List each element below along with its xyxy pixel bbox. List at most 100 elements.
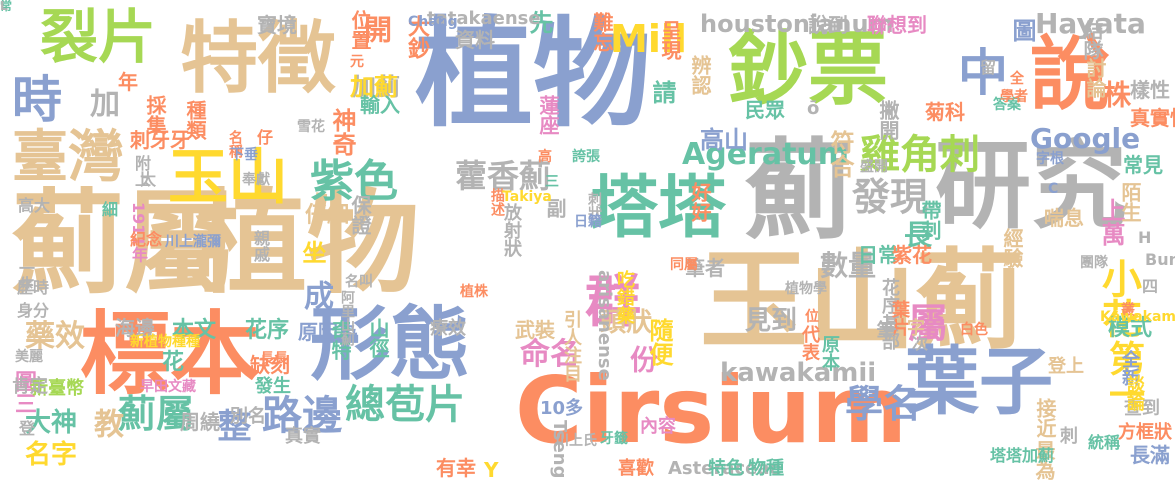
word-cloud-word: 10多 xyxy=(540,398,584,419)
word-cloud-word: 細 xyxy=(102,200,119,219)
word-cloud-word: Cirsium xyxy=(515,357,908,464)
word-cloud-word: 資料 xyxy=(455,28,495,52)
word-cloud-word: 總苞片 xyxy=(345,382,465,428)
word-cloud-word: 缺刻 xyxy=(250,353,290,377)
word-cloud-word: 統稱 xyxy=(1088,433,1121,452)
word-cloud-word: 仔 xyxy=(257,128,274,147)
word-cloud-word: Kawakami xyxy=(1100,309,1175,325)
word-cloud-word: 見到 xyxy=(745,306,798,336)
word-cloud-word: 形態 xyxy=(310,298,470,391)
word-cloud-word: 武裝 xyxy=(515,318,555,342)
word-cloud-word: 團隊 xyxy=(1080,255,1108,271)
word-cloud-word: 太 xyxy=(140,170,157,189)
word-cloud-word: 屬 xyxy=(901,302,947,342)
word-cloud-word: 刺牙牙 xyxy=(130,128,190,152)
word-cloud-word: 描述 xyxy=(489,188,505,216)
word-cloud-word: arisanense xyxy=(594,270,615,381)
word-cloud-word: 標本 xyxy=(80,302,260,407)
word-cloud-word: 第一 xyxy=(1103,340,1144,412)
word-cloud-word: 盛開 xyxy=(860,159,888,175)
word-cloud-word: 加薊 xyxy=(352,73,400,101)
word-cloud-word: 本文 xyxy=(172,318,217,343)
word-cloud-word: 喘息 xyxy=(1044,206,1084,230)
word-cloud-word: 周繞 xyxy=(180,410,220,434)
word-cloud-word: 臺灣 xyxy=(12,125,124,190)
word-cloud-word: 好好 xyxy=(688,182,712,222)
word-cloud-word: 副 xyxy=(543,198,567,218)
word-cloud-word: 紀念 xyxy=(130,230,163,249)
word-cloud-word: 方框狀 xyxy=(1118,422,1172,443)
word-cloud-word: 叢 xyxy=(1119,302,1135,316)
word-cloud-word: 鈔票 xyxy=(728,23,888,116)
word-cloud-word: 辨認 xyxy=(688,55,712,95)
word-cloud-word: 全新 xyxy=(1119,350,1140,386)
word-cloud-word: ō xyxy=(807,98,820,119)
word-cloud-word: Google xyxy=(1030,122,1141,155)
word-cloud-word: 裂片 xyxy=(40,3,157,71)
word-cloud-word: 發現 xyxy=(852,175,929,219)
word-cloud-word: 難忘 xyxy=(590,12,614,52)
word-cloud-word: 真實 xyxy=(285,426,321,447)
word-cloud-word: 特色 xyxy=(708,458,744,479)
word-cloud-word: 登 xyxy=(16,420,35,436)
word-cloud-word: 輸入 xyxy=(360,93,400,117)
word-cloud-word: 筆者 xyxy=(685,256,725,280)
word-cloud-word: 種類 xyxy=(183,100,207,140)
word-cloud-word: 仔細 xyxy=(305,203,350,228)
word-cloud-word: 圖三 xyxy=(11,370,36,414)
word-cloud-word: 答案 xyxy=(993,97,1021,113)
word-cloud-word: L xyxy=(0,0,8,13)
word-cloud-word: 樣性 xyxy=(1130,78,1170,102)
word-cloud-word: 原因為 xyxy=(298,320,358,344)
word-cloud-word: 發生 xyxy=(255,376,291,397)
word-cloud-word: 年 xyxy=(118,70,138,94)
word-cloud-word: 山徑 xyxy=(366,318,390,358)
word-cloud-word: 時 xyxy=(12,71,62,129)
word-cloud-word: 名叫 xyxy=(345,274,373,290)
word-cloud-word: 位置 xyxy=(348,10,372,50)
word-cloud-word: 保證 xyxy=(348,195,372,235)
word-cloud-word: 親戚 xyxy=(251,230,270,262)
word-cloud-word: 奇特 xyxy=(328,320,352,360)
word-cloud-word: 坐 xyxy=(298,240,326,264)
word-cloud-word: 呈現 xyxy=(658,20,682,60)
word-cloud-word: 花序 xyxy=(245,318,290,343)
word-cloud-word: 常見 xyxy=(1123,153,1163,177)
word-cloud-word: 真實性 xyxy=(1130,106,1175,130)
word-cloud-word: 阿里山薊 xyxy=(339,290,355,346)
word-cloud-word: C xyxy=(1048,181,1059,197)
word-cloud-word: 新臺幣 xyxy=(30,378,84,399)
word-cloud-word: 藥效 xyxy=(25,319,85,354)
word-cloud-word: 隨便 xyxy=(645,318,673,366)
word-cloud-word: 歷時 xyxy=(17,278,50,297)
word-cloud-word: 最為 xyxy=(1032,440,1056,480)
word-cloud-word: 帶刺 xyxy=(918,200,942,240)
word-cloud-word: Ageratum xyxy=(682,137,850,172)
word-cloud-word: 別名 xyxy=(230,406,266,427)
word-cloud-word: 份 xyxy=(626,345,659,373)
word-cloud-word: 接近 xyxy=(1033,398,1057,438)
word-cloud-word: 塔塔加薊 xyxy=(990,446,1055,465)
word-cloud-word: 字根 xyxy=(1036,151,1064,167)
word-cloud-word: 民眾 xyxy=(745,98,785,122)
word-cloud-word: 海邊 xyxy=(115,316,155,340)
word-cloud-word: 頭狀 xyxy=(600,308,653,338)
word-cloud-word: 結隊 xyxy=(1080,20,1104,60)
word-cloud-word: 研究 xyxy=(935,130,1127,242)
word-cloud-word: 符合 xyxy=(826,130,854,178)
word-cloud-word: 經驗 xyxy=(1000,228,1024,268)
word-cloud-word: 植物學 xyxy=(785,281,827,297)
word-cloud-word: 雞角刺 xyxy=(860,132,980,178)
word-cloud-word: 三 xyxy=(545,174,559,190)
word-cloud-word: 大鈔 xyxy=(404,15,429,59)
word-cloud-word: 查到 xyxy=(1124,398,1160,419)
word-cloud-word: 常 xyxy=(0,0,13,13)
word-cloud-word: 說到 xyxy=(808,13,848,37)
word-cloud-word: 路邊 xyxy=(262,393,342,439)
word-cloud-word: 1911年 xyxy=(129,202,148,263)
word-cloud-word: 玉山薊 xyxy=(700,239,1025,364)
word-cloud-word: 名字 xyxy=(25,440,78,470)
word-cloud-word: 薊屬 xyxy=(12,179,236,309)
word-cloud-word: H xyxy=(1138,228,1152,247)
word-cloud-word: 長滿 xyxy=(1130,443,1170,467)
